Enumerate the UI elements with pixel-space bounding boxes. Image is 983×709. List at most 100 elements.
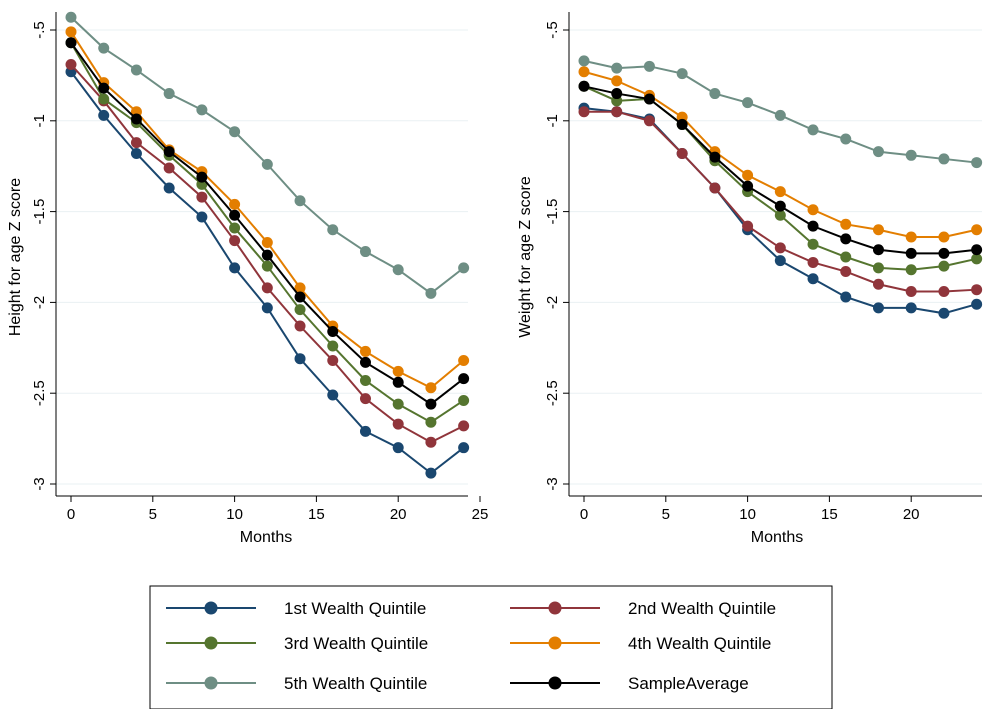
data-point	[905, 149, 917, 161]
data-point	[938, 247, 950, 259]
data-point	[229, 262, 241, 274]
series-5	[65, 11, 470, 299]
data-point	[840, 251, 852, 263]
data-point	[611, 75, 623, 87]
data-point	[840, 291, 852, 303]
data-point	[196, 191, 208, 203]
data-point	[676, 147, 688, 159]
data-point	[294, 320, 306, 332]
y-tick-label: -2	[31, 296, 48, 309]
data-point	[840, 233, 852, 245]
legend-swatch-marker	[548, 676, 562, 690]
data-point	[709, 182, 721, 194]
data-point	[229, 198, 241, 210]
data-point	[196, 171, 208, 183]
data-point	[294, 282, 306, 294]
legend-item: 1st Wealth Quintile	[166, 599, 426, 618]
data-point	[229, 209, 241, 221]
data-point	[261, 249, 273, 261]
data-point	[905, 247, 917, 259]
data-point	[327, 355, 339, 367]
legend-item: 2nd Wealth Quintile	[510, 599, 776, 618]
data-point	[774, 209, 786, 221]
data-point	[872, 302, 884, 314]
data-point	[676, 68, 688, 80]
data-point	[905, 286, 917, 298]
data-point	[294, 195, 306, 207]
y-tick-label: -2.5	[31, 380, 48, 406]
data-point	[130, 113, 142, 125]
data-point	[905, 264, 917, 276]
x-tick-label: 20	[390, 506, 407, 523]
data-point	[327, 224, 339, 236]
data-point	[425, 287, 437, 299]
data-point	[458, 262, 470, 274]
series-3	[65, 37, 470, 428]
data-point	[774, 200, 786, 212]
data-point	[458, 442, 470, 454]
data-point	[938, 260, 950, 272]
y-tick-label: -1.5	[31, 199, 48, 225]
legend-label: SampleAverage	[628, 674, 749, 693]
x-tick-label: 20	[903, 506, 920, 523]
data-point	[872, 262, 884, 274]
data-point	[458, 420, 470, 432]
data-point	[196, 211, 208, 223]
y-axis-title: Height for age Z score	[7, 178, 24, 336]
data-point	[229, 235, 241, 247]
data-point	[130, 137, 142, 149]
data-point	[938, 231, 950, 243]
data-point	[65, 26, 77, 38]
legend-swatch-marker	[548, 601, 562, 615]
y-tick-label: -3	[31, 477, 48, 490]
data-point	[359, 374, 371, 386]
legend-swatch-marker	[204, 676, 218, 690]
data-point	[458, 394, 470, 406]
data-point	[774, 255, 786, 267]
x-tick-label: 25	[472, 506, 489, 523]
data-point	[643, 60, 655, 72]
data-point	[196, 104, 208, 116]
data-point	[425, 398, 437, 410]
data-point	[938, 286, 950, 298]
x-axis-title: Months	[751, 529, 803, 546]
x-tick-label: 0	[67, 506, 75, 523]
data-point	[643, 93, 655, 105]
legend-label: 4th Wealth Quintile	[628, 634, 771, 653]
legend-item: 3rd Wealth Quintile	[166, 634, 428, 653]
data-point	[840, 133, 852, 145]
data-point	[163, 146, 175, 158]
x-tick-label: 5	[149, 506, 157, 523]
data-point	[163, 182, 175, 194]
data-point	[872, 224, 884, 236]
data-point	[872, 278, 884, 290]
data-point	[905, 231, 917, 243]
data-point	[261, 282, 273, 294]
y-tick-label: -1	[544, 114, 561, 127]
series-6	[65, 37, 470, 410]
y-tick-label: -2	[544, 296, 561, 309]
data-point	[742, 169, 754, 181]
data-point	[578, 66, 590, 78]
data-point	[392, 418, 404, 430]
data-point	[359, 246, 371, 258]
x-tick-label: 0	[580, 506, 588, 523]
data-point	[392, 442, 404, 454]
data-point	[359, 393, 371, 405]
x-axis-title: Months	[240, 529, 292, 546]
data-point	[229, 222, 241, 234]
data-point	[98, 109, 110, 121]
data-point	[229, 126, 241, 138]
data-point	[872, 146, 884, 158]
data-point	[807, 204, 819, 216]
y-tick-label: -1	[31, 114, 48, 127]
legend-label: 5th Wealth Quintile	[284, 674, 427, 693]
height-for-age-panel: -.5 -1 -1.5 -2 -2.5 -3 0 5 10 15 20 25 Months Height …	[7, 11, 489, 546]
data-point	[742, 97, 754, 109]
legend-label: 1st Wealth Quintile	[284, 599, 426, 618]
data-point	[971, 298, 983, 310]
data-point	[294, 353, 306, 365]
legend-label: 2nd Wealth Quintile	[628, 599, 776, 618]
data-point	[425, 382, 437, 394]
